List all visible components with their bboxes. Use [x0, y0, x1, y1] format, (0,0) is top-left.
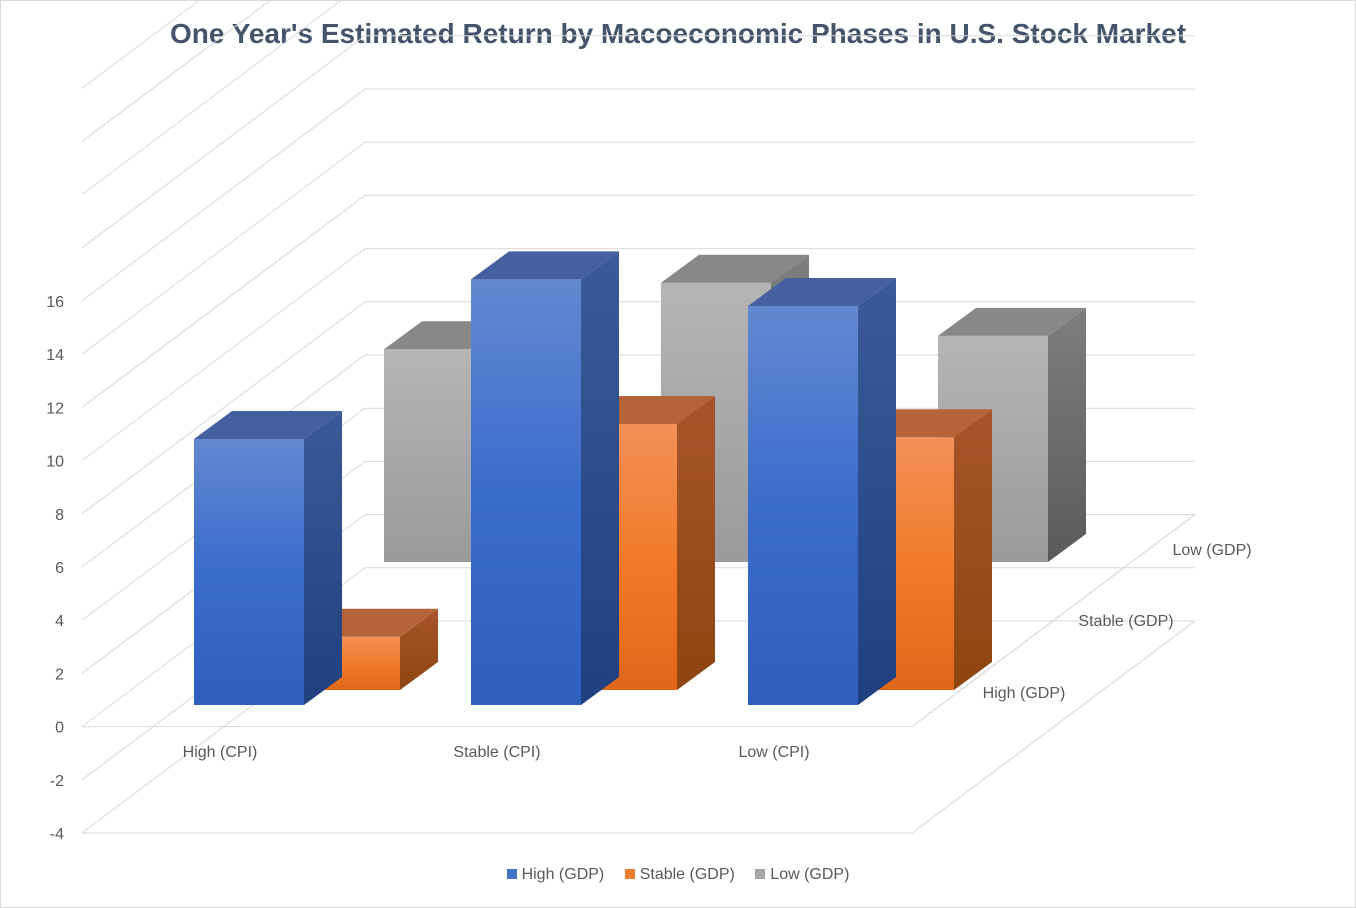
- bar-side: [858, 278, 896, 705]
- bar-top: [748, 278, 896, 306]
- gridline-side: [81, 0, 272, 142]
- y-tick-label: 10: [46, 454, 64, 471]
- floor-mid-edge: [911, 513, 1196, 727]
- bar-front: [471, 279, 581, 705]
- bar-top: [938, 307, 1086, 336]
- gridline-side: [81, 301, 366, 515]
- bar-side: [304, 411, 342, 705]
- legend-label: Stable (GDP): [639, 866, 735, 883]
- gridline-side: [81, 0, 343, 196]
- legend-swatch: [624, 869, 635, 879]
- y-tick-label: 0: [55, 720, 64, 737]
- bar-top: [661, 254, 809, 283]
- gridline-side: [81, 248, 366, 462]
- y-tick-label: -2: [50, 773, 64, 790]
- legend-swatch: [755, 869, 766, 879]
- bar-side: [677, 396, 715, 690]
- gridline-side: [81, 141, 366, 355]
- gridline-side: [81, 35, 366, 249]
- chart-plot: -4 -2 0 2 4 6 8 10 12 14 16 High (CPI) Stable (CPI) L…: [46, 0, 1252, 843]
- bar-front: [748, 306, 858, 705]
- bar-top: [471, 251, 619, 280]
- bar-front: [194, 439, 304, 705]
- x-tick-label: High (CPI): [183, 744, 258, 761]
- legend-label: High (GDP): [521, 866, 605, 883]
- y-tick-label: 14: [46, 347, 64, 364]
- y-tick-label: -4: [50, 826, 64, 843]
- legend-item-stable-gdp: Stable (GDP): [624, 866, 735, 884]
- gridline-side: [81, 194, 366, 408]
- chart-title: One Year's Estimated Return by Macoecono…: [169, 18, 1187, 49]
- bar-side: [581, 251, 619, 705]
- legend-item-high-gdp: High (GDP): [506, 866, 605, 884]
- y-tick-label: 6: [55, 560, 64, 577]
- y-tick-label: 4: [55, 613, 64, 630]
- legend-item-low-gdp: Low (GDP): [755, 866, 849, 884]
- depth-tick-label: Low (GDP): [1172, 542, 1251, 559]
- y-tick-label: 12: [46, 400, 64, 417]
- x-tick-label: Stable (CPI): [453, 744, 540, 761]
- y-tick-label: 2: [55, 666, 64, 683]
- bar-side: [1048, 307, 1086, 562]
- legend-label: Low (GDP): [770, 866, 850, 883]
- depth-tick-label: High (GDP): [983, 685, 1066, 702]
- y-tick-label: 8: [55, 507, 64, 524]
- legend: High (GDP) Stable (GDP) Low (GDP): [0, 866, 1356, 884]
- x-tick-label: Low (CPI): [738, 744, 809, 761]
- bar-side: [954, 409, 992, 690]
- bar-side: [400, 608, 438, 690]
- y-tick-label: 16: [46, 294, 64, 311]
- gridline-side: [81, 88, 366, 302]
- legend-swatch: [506, 869, 517, 879]
- depth-tick-label: Stable (GDP): [1078, 613, 1173, 630]
- gridline-side: [81, 0, 201, 89]
- bar-top: [194, 411, 342, 439]
- floor-bottom-right-edge: [911, 620, 1196, 834]
